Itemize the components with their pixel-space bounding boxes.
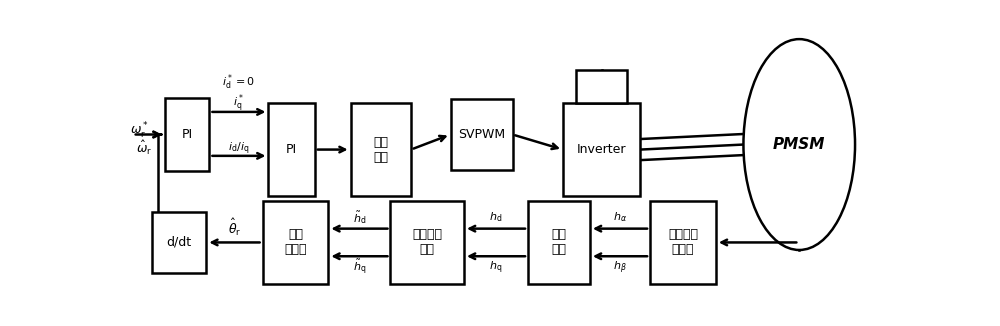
FancyBboxPatch shape xyxy=(351,103,411,196)
FancyBboxPatch shape xyxy=(576,70,627,103)
FancyBboxPatch shape xyxy=(528,201,590,284)
Text: 正交
锁相环: 正交 锁相环 xyxy=(284,229,307,257)
Text: $\hat{\omega}_{\rm r}$: $\hat{\omega}_{\rm r}$ xyxy=(136,139,152,157)
Text: PMSM: PMSM xyxy=(773,137,825,152)
Text: 坐标
变换: 坐标 变换 xyxy=(373,136,388,164)
Text: $\tilde{h}_{\rm q}$: $\tilde{h}_{\rm q}$ xyxy=(353,258,366,277)
Text: 坐标
变换: 坐标 变换 xyxy=(552,229,566,257)
Text: Inverter: Inverter xyxy=(577,143,626,156)
Text: 交直流量
分离: 交直流量 分离 xyxy=(412,229,442,257)
FancyBboxPatch shape xyxy=(152,212,206,273)
Text: $h_{\rm d}$: $h_{\rm d}$ xyxy=(489,211,503,224)
Text: 线性霍尔
传感器: 线性霍尔 传感器 xyxy=(668,229,698,257)
Text: PI: PI xyxy=(286,143,297,156)
FancyBboxPatch shape xyxy=(563,103,640,196)
Text: SVPWM: SVPWM xyxy=(458,128,505,141)
Text: $\hat{\theta}_{\rm r}$: $\hat{\theta}_{\rm r}$ xyxy=(228,217,241,238)
Text: $\tilde{h}_{\rm d}$: $\tilde{h}_{\rm d}$ xyxy=(353,209,366,226)
FancyBboxPatch shape xyxy=(268,103,315,196)
Text: $i_{\rm d}/i_{\rm q}$: $i_{\rm d}/i_{\rm q}$ xyxy=(228,140,250,156)
Text: $h_{\alpha}$: $h_{\alpha}$ xyxy=(613,211,627,224)
Text: $h_{\beta}$: $h_{\beta}$ xyxy=(613,259,627,276)
Text: $i_{\rm q}^*$: $i_{\rm q}^*$ xyxy=(233,93,244,115)
FancyBboxPatch shape xyxy=(451,99,512,170)
Text: PI: PI xyxy=(181,128,193,141)
FancyBboxPatch shape xyxy=(165,98,209,171)
FancyBboxPatch shape xyxy=(650,201,716,284)
Text: d/dt: d/dt xyxy=(167,236,192,249)
Ellipse shape xyxy=(743,39,855,250)
Text: $h_{\rm q}$: $h_{\rm q}$ xyxy=(489,259,503,276)
Text: $i_{\rm d}^*=0$: $i_{\rm d}^*=0$ xyxy=(222,72,255,92)
FancyBboxPatch shape xyxy=(263,201,328,284)
FancyBboxPatch shape xyxy=(390,201,464,284)
Text: $\omega_{\rm r}^*$: $\omega_{\rm r}^*$ xyxy=(130,121,149,141)
